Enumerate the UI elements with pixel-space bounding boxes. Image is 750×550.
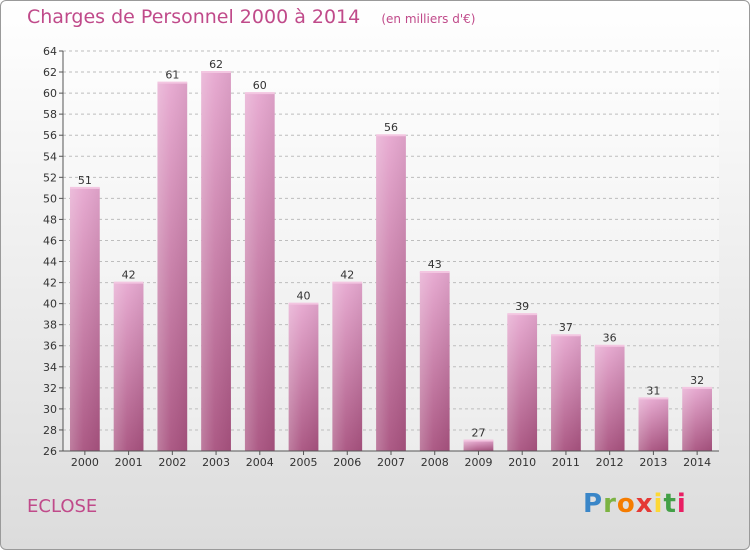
x-tick-label: 2005 [290, 456, 318, 469]
bar-shine-2010 [507, 314, 538, 451]
value-label: 62 [209, 58, 223, 71]
value-label: 36 [603, 332, 617, 345]
y-tick-label: 30 [43, 403, 57, 416]
value-label: 56 [384, 121, 398, 134]
y-tick-label: 36 [43, 340, 57, 353]
proxiti-logo[interactable]: Proxiti [583, 489, 687, 519]
value-label: 60 [253, 79, 267, 92]
bars: 51 42 61 62 60 40 42 56 43 27 39 37 36 31 32 [69, 58, 713, 452]
bar-shine-2009 [463, 440, 494, 451]
chart-title: Charges de Personnel 2000 à 2014 [27, 6, 361, 28]
bar-shine-2008 [419, 272, 450, 451]
value-label: 31 [646, 384, 660, 397]
y-tick-label: 38 [43, 319, 57, 332]
y-tick-label: 40 [43, 298, 57, 311]
x-tick-label: 2014 [683, 456, 711, 469]
y-tick-label: 50 [43, 192, 57, 205]
bar-shine-2014 [682, 387, 713, 451]
bar-shine-2012 [594, 345, 625, 451]
y-tick-label: 32 [43, 382, 57, 395]
bar-shine-2006 [332, 282, 363, 451]
x-tick-label: 2008 [421, 456, 449, 469]
x-tick-label: 2009 [464, 456, 492, 469]
x-tick-label: 2011 [552, 456, 580, 469]
value-label: 39 [515, 300, 529, 313]
y-tick-label: 54 [43, 150, 57, 163]
value-label: 51 [78, 174, 92, 187]
value-label: 37 [559, 321, 573, 334]
logo-letter: i [653, 489, 664, 519]
x-tick-label: 2001 [115, 456, 143, 469]
y-tick-label: 44 [43, 256, 57, 269]
logo-letter: r [603, 489, 617, 519]
value-label: 27 [471, 426, 485, 439]
y-tick-label: 52 [43, 171, 57, 184]
value-label: 42 [340, 269, 354, 282]
bar-shine-2013 [638, 398, 669, 451]
y-tick-label: 60 [43, 87, 57, 100]
x-tick-label: 2004 [246, 456, 274, 469]
y-tick-label: 58 [43, 108, 57, 121]
bar-shine-2002 [157, 82, 188, 451]
x-tick-label: 2013 [639, 456, 667, 469]
bar-shine-2007 [376, 135, 406, 452]
bar-shine-2000 [69, 187, 100, 451]
x-tick-label: 2007 [377, 456, 405, 469]
title-row: Charges de Personnel 2000 à 2014 (en mil… [27, 6, 475, 28]
logo-letter: t [663, 489, 677, 519]
y-tick-label: 28 [43, 424, 57, 437]
x-tick-label: 2006 [333, 456, 361, 469]
value-label: 40 [297, 290, 311, 303]
value-label: 61 [165, 69, 179, 82]
y-tick-label: 64 [43, 45, 57, 58]
value-label: 42 [122, 269, 136, 282]
chart-unit: (en milliers d'€) [381, 12, 476, 26]
bar-shine-2004 [244, 93, 275, 452]
x-tick-label: 2010 [508, 456, 536, 469]
x-tick-label: 2000 [71, 456, 99, 469]
y-tick-label: 46 [43, 234, 57, 247]
x-tick-label: 2002 [158, 456, 186, 469]
logo-letter: P [583, 489, 604, 519]
commune-name: ECLOSE [27, 496, 98, 517]
y-tick-label: 42 [43, 277, 57, 290]
bar-shine-2001 [113, 282, 144, 451]
logo-letter: o [616, 489, 636, 519]
bar-shine-2005 [288, 303, 319, 451]
logo-letter: x [635, 489, 654, 519]
x-tick-label: 2003 [202, 456, 230, 469]
y-tick-label: 56 [43, 129, 57, 142]
y-tick-label: 62 [43, 66, 57, 79]
value-label: 43 [428, 258, 442, 271]
x-tick-label: 2012 [596, 456, 624, 469]
y-tick-label: 34 [43, 361, 57, 374]
bar-shine-2003 [201, 72, 231, 451]
logo-letter: i [676, 489, 687, 519]
axes: 26 28 30 32 34 36 38 40 42 44 46 48 50 52 54 56 58 60 62 64… [43, 45, 719, 469]
bar-shine-2011 [551, 335, 581, 451]
y-tick-label: 48 [43, 213, 57, 226]
value-label: 32 [690, 374, 704, 387]
y-tick-label: 26 [43, 445, 57, 458]
